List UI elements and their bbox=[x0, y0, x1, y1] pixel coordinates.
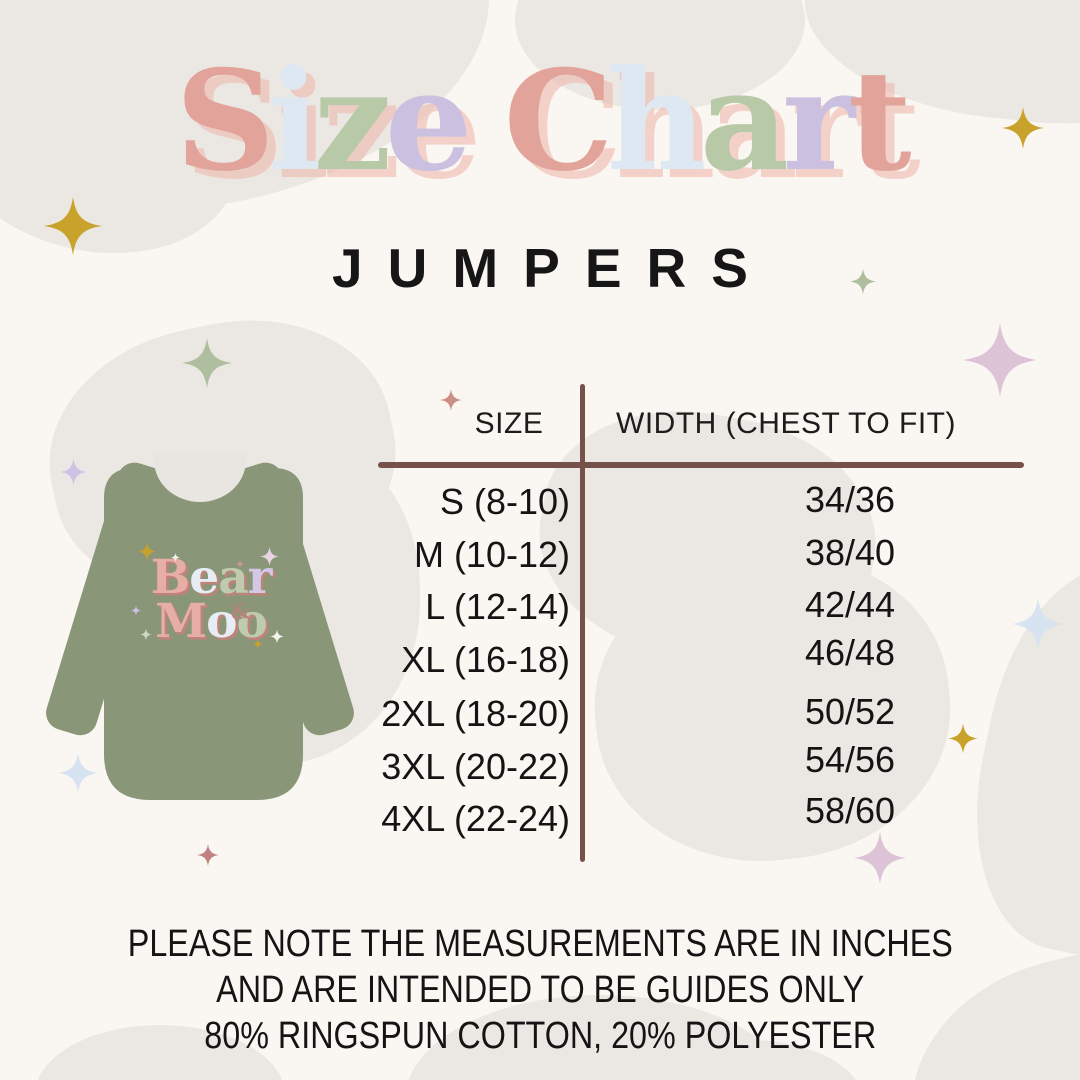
title-word-size: Size bbox=[175, 52, 472, 190]
column-header-width: WIDTH (CHEST TO FIT) bbox=[616, 407, 956, 440]
title-letter: a bbox=[699, 39, 789, 202]
title-letter: i bbox=[267, 39, 321, 202]
title-letter: r bbox=[782, 39, 855, 202]
bear-and-moo-logo: Bear Moo & bbox=[128, 554, 294, 645]
size-cell: 3XL (20-22) bbox=[381, 746, 570, 787]
sage-sparkle-right bbox=[850, 268, 876, 294]
logo-line-bear: Bear bbox=[128, 554, 294, 601]
rose-sparkle-bottom-left bbox=[197, 844, 219, 866]
pink-sparkle-right-large bbox=[963, 323, 1037, 397]
table-vertical-rule bbox=[580, 384, 585, 862]
pink-dot-sparkle-logo bbox=[236, 560, 244, 568]
title-letter: h bbox=[606, 39, 706, 202]
gold-sparkle-top-left bbox=[44, 197, 102, 255]
table-horizontal-rule bbox=[378, 462, 1024, 468]
gold-sparkle-bottom-right bbox=[948, 723, 978, 753]
size-cell: M (10-12) bbox=[413, 534, 570, 575]
pink-sparkle-bottom bbox=[854, 832, 906, 884]
white-sparkle-logo-top bbox=[170, 552, 180, 562]
column-header-size: SIZE bbox=[474, 407, 544, 440]
title-letter: t bbox=[847, 39, 912, 202]
rose-sparkle-near-size bbox=[440, 389, 462, 411]
page-title: Size Chart bbox=[0, 52, 1080, 190]
logo-letter: o bbox=[236, 594, 268, 649]
lavender-sparkle-logo bbox=[131, 605, 141, 615]
footer-note-line1: PLEASE NOTE THE MEASUREMENTS ARE IN INCH… bbox=[127, 923, 953, 965]
width-cell: 42/44 bbox=[804, 584, 896, 625]
blue-sparkle-right bbox=[1012, 598, 1064, 650]
width-cell: 54/56 bbox=[804, 739, 896, 780]
blue-sparkle-bottom-left bbox=[58, 753, 98, 793]
width-cell: 50/52 bbox=[804, 691, 896, 732]
size-cell: XL (16-18) bbox=[401, 639, 570, 680]
size-cell: 2XL (18-20) bbox=[381, 693, 570, 734]
lavender-sparkle-left bbox=[59, 458, 87, 486]
logo-letter: M bbox=[155, 594, 207, 649]
footer-note-line3: 80% RINGSPUN COTTON, 20% POLYESTER bbox=[204, 1015, 876, 1057]
gold-sparkle-logo-small bbox=[253, 639, 263, 649]
size-cell: 4XL (22-24) bbox=[381, 798, 570, 839]
gold-sparkle-logo bbox=[138, 542, 156, 560]
logo-letter: B bbox=[150, 550, 191, 605]
title-letter: z bbox=[313, 39, 391, 202]
width-cell: 46/48 bbox=[804, 632, 896, 673]
title-letter: S bbox=[175, 39, 275, 202]
footer-note-line2: AND ARE INTENDED TO BE GUIDES ONLY bbox=[216, 969, 864, 1011]
category-heading: JUMPERS bbox=[332, 237, 773, 299]
width-cell: 58/60 bbox=[804, 790, 896, 831]
title-word-chart: Chart bbox=[504, 52, 912, 190]
white-sparkle-logo-right bbox=[270, 629, 284, 643]
pink-sparkle-logo bbox=[259, 546, 279, 566]
size-cell: S (8-10) bbox=[439, 481, 570, 522]
logo-letter: o bbox=[206, 594, 237, 649]
logo-letter: e bbox=[189, 550, 219, 605]
logo-line-moo: Moo bbox=[128, 598, 294, 645]
width-cell: 38/40 bbox=[804, 532, 896, 573]
logo-letter: a bbox=[218, 550, 248, 605]
sage-sparkle-left bbox=[182, 338, 232, 388]
title-letter: C bbox=[503, 39, 614, 202]
pale-sage-sparkle-logo bbox=[140, 628, 152, 640]
gold-sparkle-top-right bbox=[1002, 107, 1044, 149]
size-cell: L (12-14) bbox=[425, 586, 570, 627]
title-letter: e bbox=[384, 39, 473, 202]
width-cell: 34/36 bbox=[804, 479, 896, 520]
